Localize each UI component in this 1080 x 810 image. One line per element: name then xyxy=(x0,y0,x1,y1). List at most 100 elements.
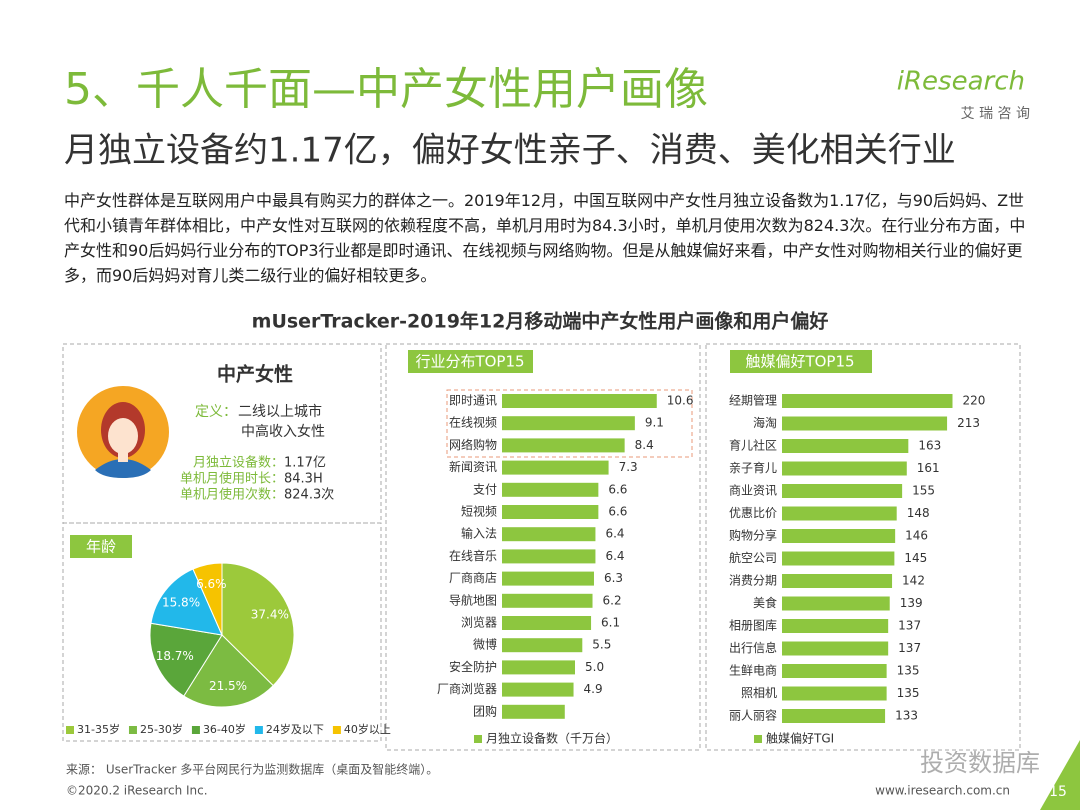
bar xyxy=(502,438,625,453)
value-label: 142 xyxy=(902,574,925,588)
value-label: 137 xyxy=(898,641,921,655)
value-label: 213 xyxy=(957,416,980,430)
pie-slice xyxy=(149,622,223,697)
copyright: ©2020.2 iResearch Inc. xyxy=(66,784,208,798)
page-number: 15 xyxy=(1049,784,1067,800)
bar xyxy=(782,551,895,566)
category-label: 优惠比价 xyxy=(729,506,777,520)
category-label: 经期管理 xyxy=(729,393,777,408)
bar xyxy=(782,439,909,453)
category-label: 支付 xyxy=(473,482,497,496)
bar xyxy=(502,638,583,653)
stat-label: 单机月使用时长： xyxy=(180,471,284,487)
pie-slice xyxy=(221,562,295,687)
bar xyxy=(782,506,897,521)
category-label: 海淘 xyxy=(753,415,777,430)
category-label: 生鲜电商 xyxy=(729,663,777,678)
category-label: 新闻资讯 xyxy=(449,459,497,474)
category-label: 浏览器 xyxy=(461,615,497,630)
chart-title: 触媒偏好TOP15 xyxy=(745,353,854,371)
legend-label: 24岁及以下 xyxy=(266,722,324,736)
stat-value: 84.3H xyxy=(284,472,323,487)
pie-slice xyxy=(183,634,274,708)
tag-bg xyxy=(408,350,533,373)
pie-slice xyxy=(192,562,223,636)
value-label: 37.4% xyxy=(251,608,289,622)
stat-value: 824.3次 xyxy=(284,487,334,503)
category-label: 航空公司 xyxy=(729,550,777,565)
section-title: mUserTracker-2019年12月移动端中产女性用户画像和用户偏好 xyxy=(252,310,829,333)
tag-bg xyxy=(70,535,132,558)
legend-label: 36-40岁 xyxy=(203,722,246,736)
category-label: 厂商商店 xyxy=(449,570,497,585)
chart-title: 行业分布TOP15 xyxy=(415,353,524,371)
bar xyxy=(782,529,896,543)
bar xyxy=(502,549,596,564)
category-label: 美食 xyxy=(753,595,777,610)
category-label: 在线视频 xyxy=(449,415,497,430)
value-label: 15.8% xyxy=(162,596,200,610)
category-label: 微博 xyxy=(473,637,497,652)
value-label: 137 xyxy=(898,619,921,633)
bar xyxy=(502,660,575,675)
bar xyxy=(782,596,890,611)
value-label: 6.4 xyxy=(605,549,624,563)
category-label: 导航地图 xyxy=(449,592,497,607)
bar xyxy=(782,394,953,408)
subtitle: 月独立设备约1.17亿，偏好女性亲子、消费、美化相关行业 xyxy=(64,131,956,171)
stat-value: 1.17亿 xyxy=(284,456,326,471)
value-label: 8.4 xyxy=(635,438,654,452)
legend-swatch xyxy=(254,726,263,734)
category-label: 商业资讯 xyxy=(729,483,777,498)
value-label: 135 xyxy=(897,664,920,678)
value-label: 161 xyxy=(917,461,940,475)
category-label: 照相机 xyxy=(741,686,777,700)
bar xyxy=(782,416,948,431)
profile-title: 中产女性 xyxy=(217,363,293,386)
legend-swatch xyxy=(66,726,74,734)
category-label: 出行信息 xyxy=(729,640,777,655)
value-label: 6.6 xyxy=(608,482,627,496)
bar xyxy=(782,574,893,588)
value-label: 133 xyxy=(895,709,918,723)
value-label: 5.0 xyxy=(585,660,604,674)
paragraph: 中产女性群体是互联网用户中最具有购买力的群体之一。2019年12月，中国互联网中… xyxy=(64,191,1026,285)
legend-swatch xyxy=(474,735,482,743)
avatar xyxy=(77,386,169,478)
value-label: 9.1 xyxy=(645,416,664,430)
panel-frames xyxy=(62,343,1021,751)
value-label: 6.3 xyxy=(604,571,623,585)
value-label: 163 xyxy=(918,439,941,453)
legend-swatch xyxy=(754,735,762,743)
legend-label: 月独立设备数（千万台） xyxy=(486,731,618,746)
category-label: 网络购物 xyxy=(449,437,497,452)
value-label: 146 xyxy=(905,529,928,543)
value-label: 139 xyxy=(900,596,923,610)
value-label: 21.5% xyxy=(209,679,247,693)
category-label: 安全防护 xyxy=(449,659,497,674)
stat-label: 月独立设备数： xyxy=(193,455,284,471)
bar xyxy=(782,619,889,633)
bar xyxy=(502,616,592,630)
chart-title: 年龄 xyxy=(86,538,116,556)
legend-label: 25-30岁 xyxy=(140,722,183,736)
category-label: 团购 xyxy=(473,703,497,718)
value-label: 148 xyxy=(907,506,930,520)
bar xyxy=(502,394,657,408)
bar xyxy=(502,704,565,719)
bar xyxy=(782,664,887,678)
category-label: 育儿社区 xyxy=(729,438,777,453)
bar xyxy=(502,593,593,608)
url: www.iresearch.com.cn xyxy=(875,784,1010,798)
category-label: 短视频 xyxy=(461,504,497,519)
bar xyxy=(502,482,599,497)
source: 来源： UserTracker 多平台网民行为监测数据库（桌面及智能终端）。 xyxy=(66,762,438,777)
value-label: 155 xyxy=(912,484,935,498)
tag-bg xyxy=(730,350,872,373)
legend-swatch xyxy=(332,726,341,734)
category-label: 丽人丽容 xyxy=(729,708,777,723)
category-label: 即时通讯 xyxy=(449,394,497,408)
legend-label: 触媒偏好TGI xyxy=(766,731,834,746)
category-label: 在线音乐 xyxy=(449,548,497,563)
